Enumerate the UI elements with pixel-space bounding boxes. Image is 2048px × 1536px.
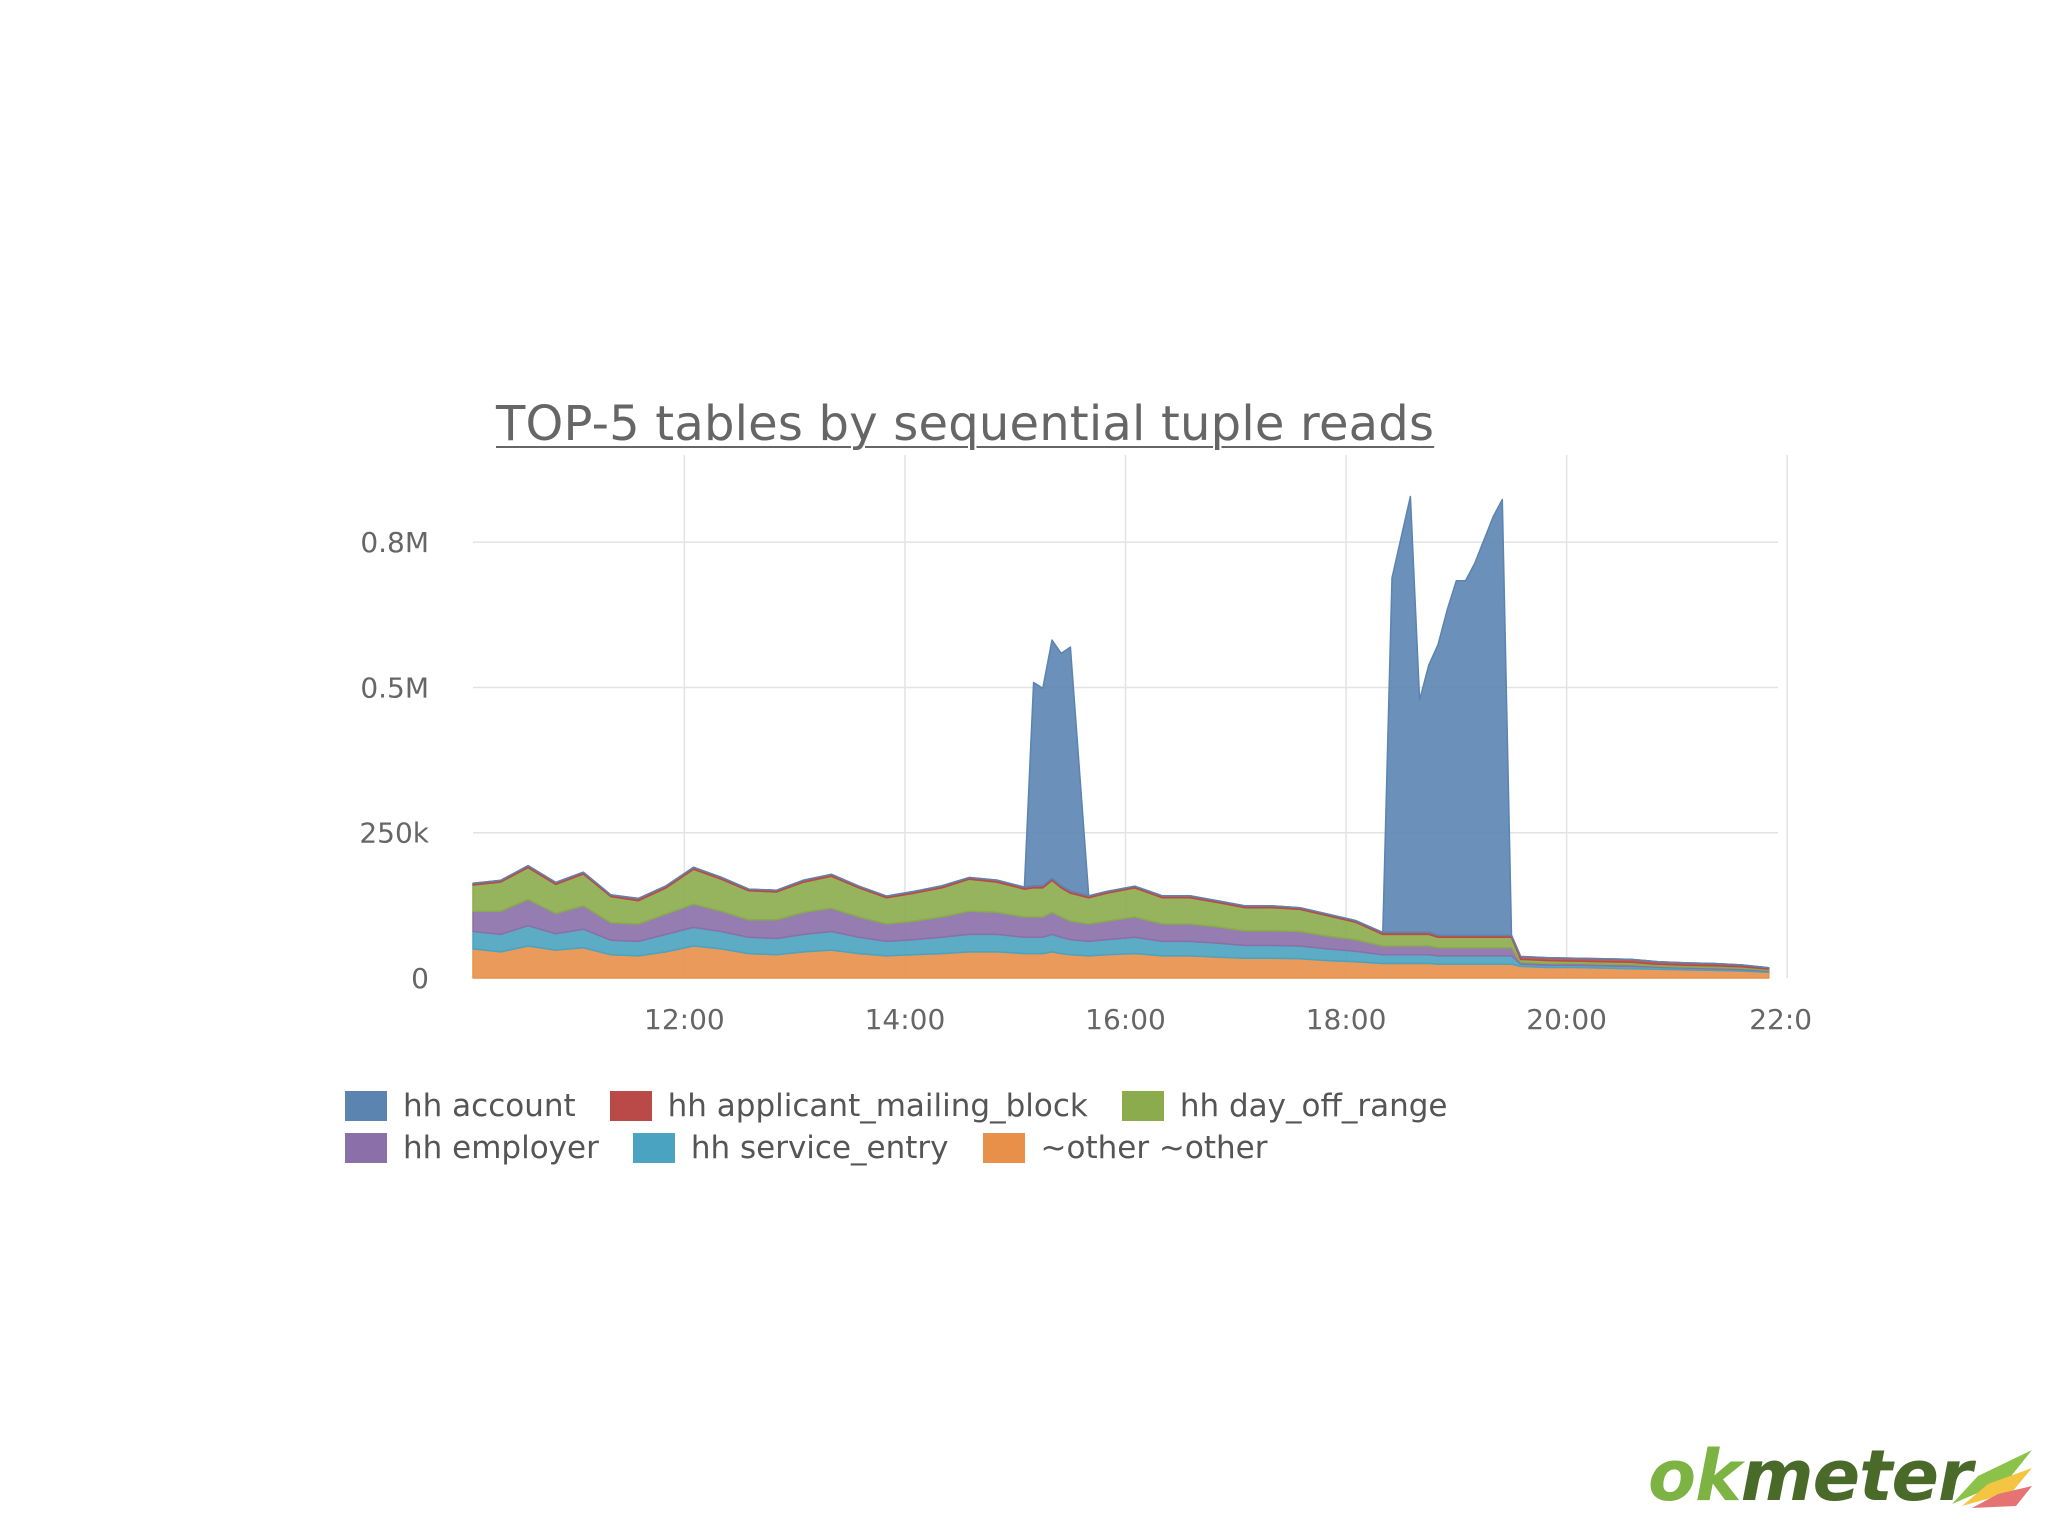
legend-label: hh service_entry xyxy=(690,1130,949,1166)
y-tick-label: 0.8M xyxy=(360,526,429,559)
legend-swatch xyxy=(345,1133,387,1163)
grid xyxy=(473,455,1788,978)
legend-swatch xyxy=(982,1133,1025,1163)
x-tick-label: 12:00 xyxy=(644,1003,725,1036)
legend-item[interactable]: hh day_off_range xyxy=(1121,1088,1448,1124)
x-tick-label: 20:00 xyxy=(1526,1003,1607,1036)
axes: 0 250k 0.5M 0.8M 12:00 14:00 16:00 18:00 20:00 22… xyxy=(359,526,1812,1036)
x-tick-label: 16:00 xyxy=(1085,1003,1166,1036)
legend-item[interactable]: hh account xyxy=(345,1088,576,1124)
logo-ok: ok xyxy=(1648,1435,1742,1517)
legend-item[interactable]: hh employer xyxy=(345,1130,599,1166)
legend-swatch xyxy=(1121,1091,1164,1121)
series-area-hh-account xyxy=(472,495,1770,969)
legend-label: hh account xyxy=(403,1088,576,1124)
legend-swatch xyxy=(632,1133,675,1163)
legend-swatch xyxy=(345,1091,387,1121)
legend-label: ~other ~other xyxy=(1040,1130,1268,1166)
x-tick-label: 18:00 xyxy=(1306,1003,1387,1036)
legend-label: hh day_off_range xyxy=(1179,1088,1448,1124)
x-tick-label: 14:00 xyxy=(865,1003,946,1036)
legend: hh account hh applicant_mailing_block hh d… xyxy=(345,1088,1765,1166)
legend-item[interactable]: hh applicant_mailing_block xyxy=(609,1088,1088,1124)
okmeter-logo: okmeter xyxy=(1648,1436,2033,1516)
legend-item[interactable]: ~other ~other xyxy=(982,1130,1268,1166)
legend-label: hh employer xyxy=(403,1130,599,1166)
legend-label: hh applicant_mailing_block xyxy=(667,1088,1088,1124)
logo-meter: meter xyxy=(1740,1435,1973,1517)
y-tick-label: 0.5M xyxy=(360,671,429,704)
logo-flag-icon xyxy=(1952,1450,2032,1508)
y-tick-label: 250k xyxy=(359,817,429,850)
legend-swatch xyxy=(609,1091,652,1121)
legend-item[interactable]: hh service_entry xyxy=(632,1130,949,1166)
logo-wordmark: okmeter xyxy=(1648,1435,1973,1517)
chart-title: TOP-5 tables by sequential tuple reads xyxy=(496,396,1435,452)
y-tick-label: 0 xyxy=(411,962,429,995)
x-tick-label: 22:0 xyxy=(1749,1003,1812,1036)
plot-areas xyxy=(472,495,1770,979)
